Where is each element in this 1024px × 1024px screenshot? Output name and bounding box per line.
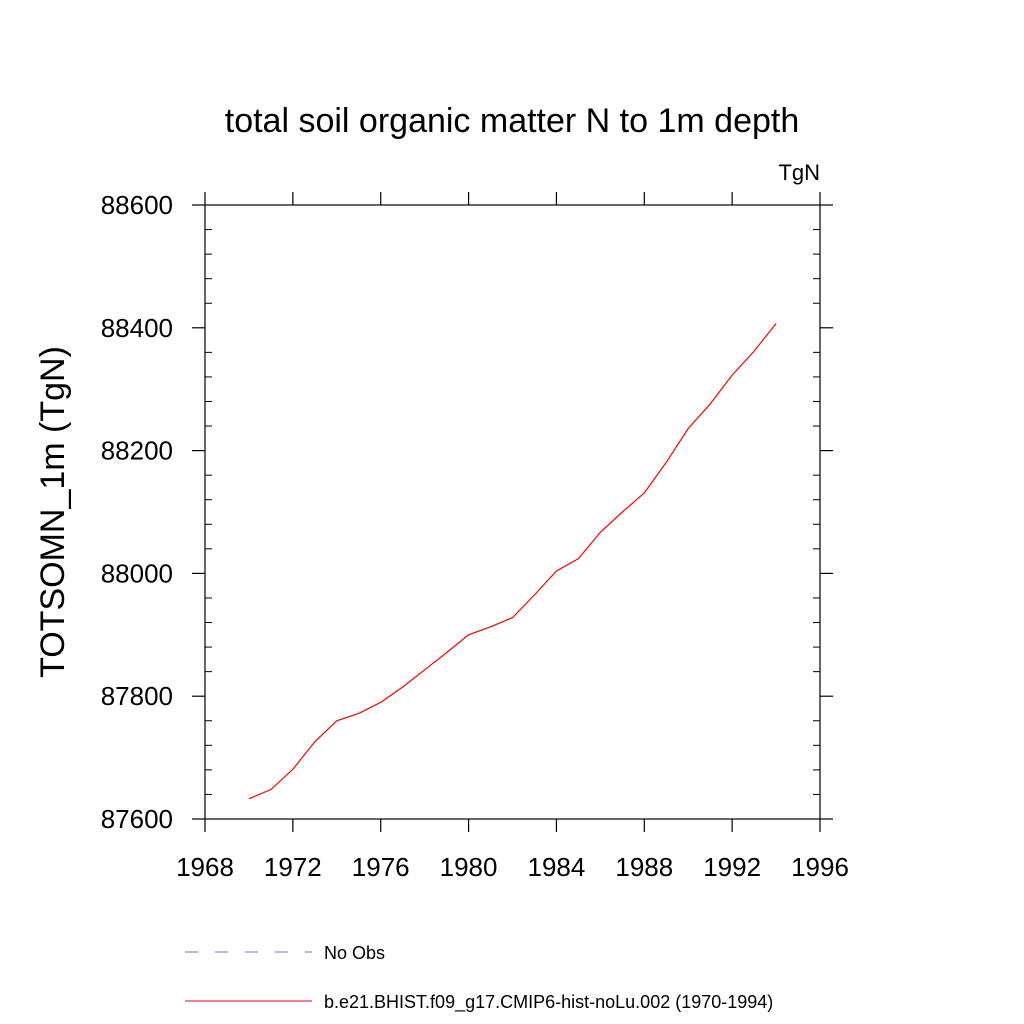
chart-title: total soil organic matter N to 1m depth bbox=[225, 102, 800, 140]
y-tick-label: 87600 bbox=[101, 804, 173, 834]
x-tick-label: 1976 bbox=[352, 852, 410, 882]
y-tick-label: 88200 bbox=[101, 436, 173, 466]
x-tick-label: 1972 bbox=[264, 852, 322, 882]
series-line-1 bbox=[248, 323, 777, 800]
x-tick-label: 1988 bbox=[615, 852, 673, 882]
y-tick-label: 88600 bbox=[101, 190, 173, 220]
legend-label-no-obs: No Obs bbox=[324, 943, 385, 963]
axis-ticks bbox=[192, 192, 833, 832]
x-tick-label: 1992 bbox=[703, 852, 761, 882]
y-tick-label: 88400 bbox=[101, 313, 173, 343]
x-tick-label: 1996 bbox=[791, 852, 849, 882]
x-tick-label: 1984 bbox=[528, 852, 586, 882]
tick-labels: 1968 1972 1976 1980 1984 1988 1992 1996 87600 878… bbox=[101, 190, 849, 882]
x-tick-label: 1980 bbox=[440, 852, 498, 882]
plot-frame bbox=[204, 204, 821, 820]
series-layer bbox=[248, 323, 777, 800]
y-axis-title: TOTSOMN_1m (TgN) bbox=[34, 346, 72, 678]
y-tick-label: 88000 bbox=[101, 558, 173, 588]
y-tick-label: 87800 bbox=[101, 681, 173, 711]
units-label: TgN bbox=[778, 160, 820, 185]
x-tick-label: 1968 bbox=[176, 852, 234, 882]
legend: No Obs b.e21.BHIST.f09_g17.CMIP6-hist-no… bbox=[185, 943, 773, 1013]
legend-label-model-run: b.e21.BHIST.f09_g17.CMIP6-hist-noLu.002 … bbox=[324, 992, 773, 1013]
